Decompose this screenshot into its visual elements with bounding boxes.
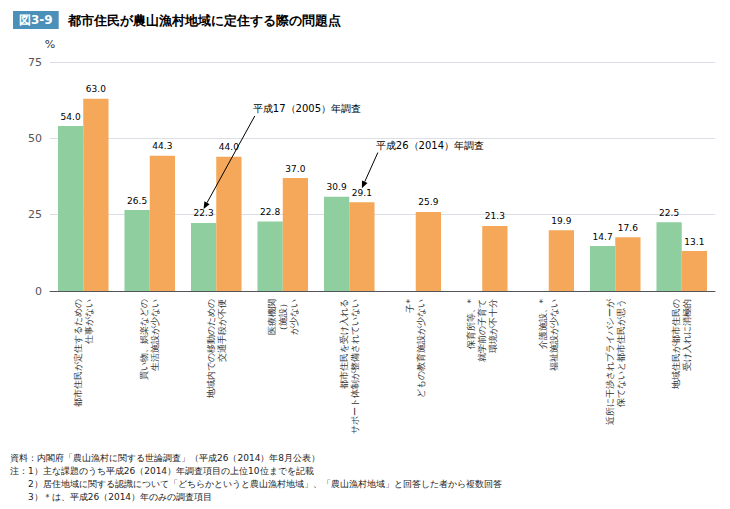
svg-text:22.3: 22.3 [194,208,214,218]
svg-text:都市住民が農山漁村地域に定住する際の問題点: 都市住民が農山漁村地域に定住する際の問題点 [59,13,341,28]
svg-text:50: 50 [28,132,42,145]
svg-text:買い物、娯楽などの: 買い物、娯楽などの [139,299,149,380]
svg-text:サポート体制が整備されていない: サポート体制が整備されていない [350,299,360,434]
svg-text:25.9: 25.9 [418,197,438,207]
svg-text:22.5: 22.5 [659,208,679,218]
svg-text:福祉施設が少ない: 福祉施設が少ない [549,299,559,371]
svg-text:63.0: 63.0 [86,84,106,94]
svg-text:22.8: 22.8 [260,207,280,217]
svg-text:（施設）: （施設） [278,299,288,335]
svg-text:注：1）主な課題のうち平成26（2014）年調査項目の上位1: 注：1）主な課題のうち平成26（2014）年調査項目の上位10位までを記載 [10,466,314,476]
svg-text:54.0: 54.0 [61,112,81,122]
svg-text:%: % [45,38,55,51]
svg-text:保育所等、*: 保育所等、* [466,299,476,349]
svg-text:3）＊は、平成26（2014）年のみの調査項目: 3）＊は、平成26（2014）年のみの調査項目 [10,492,212,502]
svg-text:2）居住地域に関する認識について「どちらかというと農山漁村地: 2）居住地域に関する認識について「どちらかというと農山漁村地域」、「農山漁村地域… [10,479,502,489]
svg-text:平成17（2005）年調査: 平成17（2005）年調査 [253,103,361,114]
svg-text:19.9: 19.9 [551,216,571,226]
svg-text:就学前の子育て: 就学前の子育て [477,299,487,362]
svg-text:13.1: 13.1 [684,237,704,247]
svg-text:25: 25 [28,208,42,221]
svg-text:環境が不十分: 環境が不十分 [488,299,498,353]
svg-text:37.0: 37.0 [285,164,305,174]
svg-text:が少ない: が少ない [289,299,299,335]
svg-text:保てないと都市住民が思う: 保てないと都市住民が思う [616,299,626,407]
svg-text:交通手段が不便: 交通手段が不便 [217,299,227,362]
svg-text:44.0: 44.0 [218,142,239,153]
svg-text:都市住民を受け入れる: 都市住民を受け入れる [339,299,349,389]
svg-text:受け入れに消極的: 受け入れに消極的 [682,299,692,371]
svg-text:子*: 子* [405,299,415,313]
svg-text:近所に干渉されプライバシーが: 近所に干渉されプライバシーが [605,298,615,425]
svg-text:平成26（2014）年調査: 平成26（2014）年調査 [376,140,484,151]
svg-text:14.7: 14.7 [593,232,613,242]
svg-text:21.3: 21.3 [485,211,505,221]
svg-text:75: 75 [28,56,42,69]
svg-text:都市住民が定住するための: 都市住民が定住するための [73,299,83,407]
svg-text:44.3: 44.3 [152,141,172,151]
svg-text:生活施設が少ない: 生活施設が少ない [150,299,160,371]
svg-text:資料：内閣府「農山漁村に関する世論調査」（平成26（2014: 資料：内閣府「農山漁村に関する世論調査」（平成26（2014）年8月公表） [10,453,320,463]
svg-text:介護施設、*: 介護施設、* [538,299,548,349]
svg-text:29.1: 29.1 [352,188,372,198]
svg-text:仕事がない: 仕事がない [84,299,94,344]
svg-text:どもの教育施設が少ない: どもの教育施設が少ない [416,299,426,398]
svg-text:地域内での移動のための: 地域内での移動のための [206,299,216,399]
svg-text:17.6: 17.6 [618,223,638,233]
svg-text:30.9: 30.9 [327,182,347,192]
svg-text:26.5: 26.5 [127,196,147,206]
svg-text:0: 0 [35,285,42,298]
svg-text:医療機関: 医療機関 [267,299,277,335]
svg-text:図3-9: 図3-9 [19,13,53,27]
svg-text:地域住民が都市住民の: 地域住民が都市住民の [671,299,681,390]
